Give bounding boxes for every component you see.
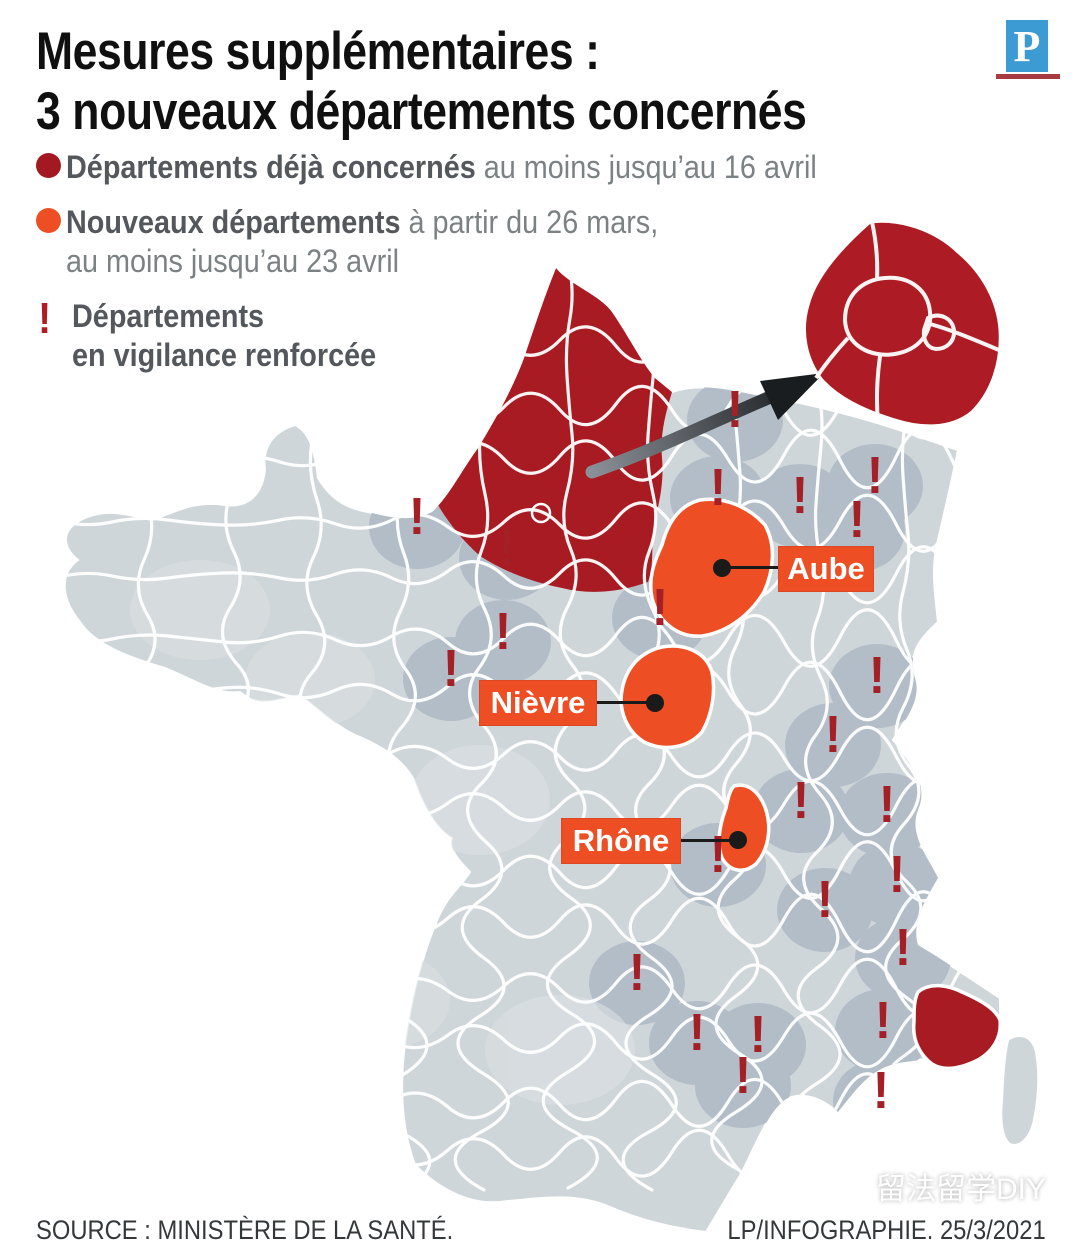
- page-title: Mesures supplémentaires : 3 nouveaux dép…: [36, 22, 807, 142]
- source-text: SOURCE : MINISTÈRE DE LA SANTÉ.: [36, 1215, 454, 1245]
- legend-item-vigilance: ! Départements en vigilance renforcée: [36, 297, 900, 375]
- watermark: 留法留学DIY: [843, 1164, 1046, 1208]
- dept-label-connector-nievre: [597, 701, 655, 704]
- title-line-2: 3 nouveaux départements concernés: [36, 81, 807, 141]
- legend-vigilance-line2: en vigilance renforcée: [72, 337, 377, 374]
- publisher-logo: P: [996, 20, 1062, 79]
- legend-item-new: Nouveaux départements à partir du 26 mar…: [36, 203, 900, 281]
- legend-item-already: Départements déjà concernés au moins jus…: [36, 148, 900, 187]
- dept-rhone-shape[interactable]: [717, 783, 771, 872]
- title-line-1: Mesures supplémentaires :: [36, 22, 600, 81]
- dept-label-connector-aube: [724, 566, 780, 569]
- legend: Départements déjà concernés au moins jus…: [36, 148, 900, 391]
- watermark-logo-icon: [843, 1173, 870, 1199]
- dept-label-aube[interactable]: Aube: [778, 546, 874, 592]
- ile-de-france-inset: [802, 219, 1002, 428]
- vigilance-exclamation-icon: !: [38, 294, 52, 344]
- logo-underline: [996, 74, 1060, 79]
- dept-label-connector-rhone: [681, 839, 739, 842]
- watermark-text: 留法留学DIY: [875, 1173, 1046, 1206]
- legend-new-bold: Nouveaux départements: [66, 204, 401, 241]
- dept-alpes-maritimes-shape[interactable]: [911, 983, 1002, 1071]
- legend-vigilance-line1: Départements: [72, 298, 265, 335]
- legend-already-bold: Départements déjà concernés: [66, 149, 476, 185]
- dept-aube-shape[interactable]: [649, 497, 775, 638]
- header: Mesures supplémentaires : 3 nouveaux dép…: [36, 22, 953, 142]
- dept-label-nievre[interactable]: Nièvre: [479, 680, 597, 726]
- legend-already-rest: au moins jusqu’au 16 avril: [475, 149, 817, 185]
- dept-label-dot-aube: [713, 559, 731, 577]
- corsica-shape: [1000, 1035, 1040, 1146]
- region-north-already-concerned: [438, 268, 672, 592]
- new-bullet-icon: [36, 208, 61, 234]
- legend-new-line2: au moins jusqu’au 23 avril: [66, 243, 399, 280]
- legend-new-rest: à partir du 26 mars,: [400, 204, 659, 241]
- dept-label-rhone[interactable]: Rhône: [561, 818, 681, 864]
- paris-ring: [530, 502, 552, 524]
- already-bullet-icon: [36, 153, 61, 178]
- dept-nievre-shape[interactable]: [619, 644, 716, 750]
- dept-label-dot-nievre: [646, 694, 664, 712]
- logo-letter: P: [1006, 20, 1048, 72]
- inset-arrow: [585, 373, 824, 479]
- credit-text: LP/INFOGRAPHIE. 25/3/2021: [727, 1215, 1046, 1245]
- dept-label-dot-rhone: [729, 831, 747, 849]
